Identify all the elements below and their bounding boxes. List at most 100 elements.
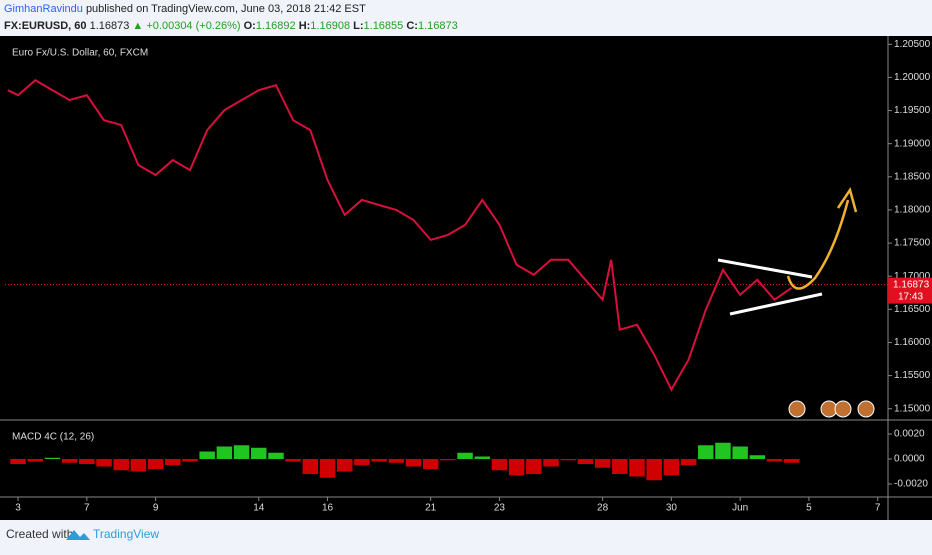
event-icons (788, 400, 875, 418)
x-tick-label: Jun (732, 503, 748, 514)
histogram-bar (526, 459, 542, 474)
x-tick-label: 28 (597, 503, 609, 514)
y-tick-label: 1.19500 (894, 105, 931, 116)
open-value: 1.16892 (256, 20, 296, 32)
brand-logo (66, 530, 90, 540)
price-line (7, 78, 793, 392)
last-price-label: 1.16873 (893, 279, 930, 290)
symbol: FX:EURUSD, 60 (4, 20, 87, 32)
histogram-bar (336, 459, 353, 472)
histogram-bar (388, 459, 405, 463)
y-tick-label: 1.16000 (894, 337, 931, 348)
high: H: (299, 20, 311, 32)
y-tick-label: 0.0000 (894, 454, 925, 465)
header-line-2: FX:EURUSD, 60 1.16873 ▲ +0.00304 (+0.26%… (4, 20, 458, 32)
histogram-bar (233, 445, 250, 459)
x-tick-label: 16 (322, 503, 334, 514)
histogram-bar (440, 459, 456, 461)
close: C: (406, 20, 418, 32)
histogram-bar (96, 459, 112, 467)
y-tick-label: 0.0020 (894, 429, 925, 440)
trendline-upper (717, 258, 813, 279)
x-tick-label: 23 (494, 503, 506, 514)
histogram-bar (560, 459, 576, 461)
histogram-bar (165, 459, 181, 466)
histogram-bar (577, 459, 594, 464)
chart-title: Euro Fx/U.S. Dollar, 60, FXCM (12, 48, 148, 59)
histogram-bar (732, 446, 748, 459)
histogram-bar (44, 457, 61, 459)
header-line-1: GimhanRavindu published on TradingView.c… (4, 3, 366, 15)
x-tick-label: 3 (15, 503, 21, 514)
histogram-bar (457, 452, 473, 459)
histogram-bar (113, 459, 129, 471)
x-tick-label: 5 (806, 503, 812, 514)
histogram-bar (422, 459, 439, 469)
open: O: (244, 20, 256, 32)
event-icon[interactable] (788, 400, 806, 418)
histogram-bar (766, 459, 783, 462)
histogram-bar (319, 459, 336, 478)
y-tick-label: 1.15500 (894, 370, 931, 381)
x-tick-label: 9 (153, 503, 159, 514)
close-value: 1.16873 (418, 20, 458, 32)
histogram-bar (474, 456, 490, 459)
histogram-bar (680, 459, 697, 466)
author[interactable]: GimhanRavindu (4, 3, 83, 15)
histogram-bar (130, 459, 147, 472)
y-tick-label: 1.17500 (894, 238, 931, 249)
footer-created: Created with (6, 527, 73, 541)
low: L: (353, 20, 363, 32)
arrow-head (836, 187, 858, 213)
x-tick-label: 30 (666, 503, 678, 514)
histogram-bar (61, 459, 78, 463)
histogram-bar (27, 459, 43, 462)
histogram-bar (629, 459, 645, 477)
chart-background (0, 36, 932, 520)
histogram-bar (285, 459, 301, 462)
y-tick-label: -0.0020 (894, 479, 928, 490)
y-tick-label: 1.19000 (894, 138, 931, 149)
histogram-bar (783, 459, 800, 463)
y-tick-label: 1.17000 (894, 271, 931, 282)
x-tick-label: 14 (253, 503, 265, 514)
y-tick-label: 1.18500 (894, 171, 931, 182)
y-tick-label: 1.18000 (894, 205, 931, 216)
last-price-box (888, 277, 932, 304)
high-value: 1.16908 (310, 20, 350, 32)
histogram-bar (508, 459, 525, 476)
y-tick-label: 1.20000 (894, 72, 931, 83)
histogram-bar (405, 459, 422, 467)
histogram-bar (182, 459, 198, 462)
event-icon[interactable] (857, 400, 875, 418)
x-tick-label: 21 (425, 503, 437, 514)
y-tick-label: 1.20500 (894, 39, 931, 50)
histogram-bar (663, 459, 680, 476)
low-value: 1.16855 (364, 20, 404, 32)
event-icon[interactable] (834, 400, 852, 418)
histogram-bar (698, 445, 714, 459)
histogram-bar (543, 459, 559, 467)
histogram-bar (612, 459, 628, 474)
y-tick-label: 1.16500 (894, 304, 931, 315)
histogram-bar (268, 452, 284, 459)
histogram-bar (199, 451, 215, 459)
published: published on TradingView.com, June 03, 2… (86, 3, 366, 15)
trendline-lower (729, 292, 823, 316)
histogram-bar (10, 459, 26, 464)
x-tick-label: 7 (84, 503, 90, 514)
footer-brand[interactable]: TradingView (93, 527, 159, 541)
histogram-bar (371, 459, 387, 462)
histogram-bar (646, 459, 662, 481)
histogram-bar (79, 459, 95, 464)
footer (0, 520, 932, 550)
change: ▲ +0.00304 (+0.26%) (132, 20, 240, 32)
y-tick-label: 1.15000 (894, 403, 931, 414)
histogram-bar (147, 459, 164, 469)
x-tick-label: 7 (875, 503, 881, 514)
countdown-label: 17:43 (898, 291, 923, 302)
histogram-bar (594, 459, 611, 468)
histogram-bar (216, 446, 233, 459)
histogram-bar (715, 442, 731, 459)
